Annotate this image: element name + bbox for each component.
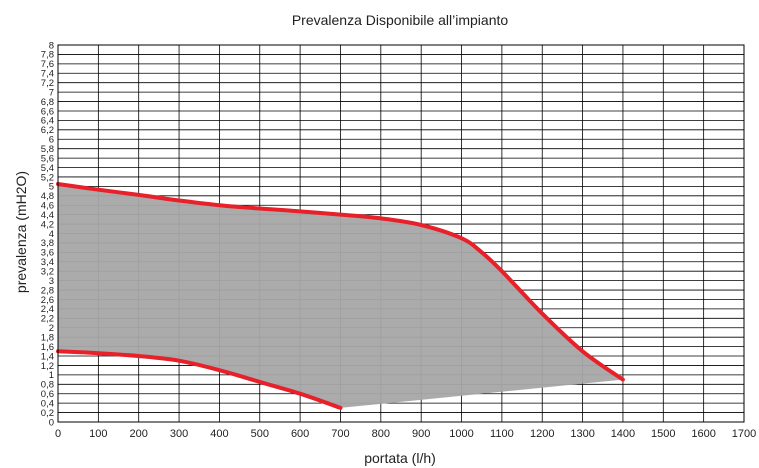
y-tick-label: 4,4 <box>41 210 54 221</box>
x-tick-label: 1200 <box>530 428 554 440</box>
y-tick-label: 4 <box>49 229 54 240</box>
x-tick-label: 300 <box>170 428 188 440</box>
y-tick-label: 5,2 <box>41 172 54 183</box>
y-tick-label: 4,2 <box>41 219 54 230</box>
y-tick-label: 3,8 <box>41 238 54 249</box>
max-curve-line <box>56 182 625 382</box>
y-tick-label: 0,6 <box>41 389 54 400</box>
y-tick-label: 1,4 <box>41 351 54 362</box>
y-tick-label: 5,4 <box>41 163 54 174</box>
x-tick-label: 1000 <box>449 428 473 440</box>
y-tick-labels: 00,20,40,60,811,21,41,61,822,22,42,62,83… <box>41 40 54 428</box>
min-curve-line <box>56 349 343 410</box>
y-tick-label: 7,2 <box>41 78 54 89</box>
y-tick-label: 6,8 <box>41 97 54 108</box>
y-tick-label: 0,4 <box>41 398 54 409</box>
x-tick-label: 1100 <box>490 428 514 440</box>
y-tick-label: 2,4 <box>41 304 54 315</box>
x-tick-label: 0 <box>55 428 61 440</box>
y-tick-label: 7,4 <box>41 69 54 80</box>
x-tick-label: 1400 <box>611 428 635 440</box>
x-tick-label: 800 <box>372 428 390 440</box>
y-tick-label: 3 <box>49 276 54 287</box>
x-tick-label: 900 <box>412 428 430 440</box>
x-tick-label: 400 <box>210 428 228 440</box>
y-tick-label: 1,8 <box>41 332 54 343</box>
y-tick-label: 6,4 <box>41 116 54 127</box>
y-tick-label: 2,2 <box>41 314 54 325</box>
x-axis-label: portata (l/h) <box>364 450 436 466</box>
x-tick-label: 1600 <box>691 428 715 440</box>
y-tick-label: 6,2 <box>41 125 54 136</box>
operating-area-fill <box>58 184 623 408</box>
y-tick-label: 3,6 <box>41 248 54 259</box>
y-tick-label: 3,4 <box>41 257 54 268</box>
chart-title: Prevalenza Disponibile all’impianto <box>292 12 509 28</box>
y-tick-label: 2 <box>49 323 54 334</box>
y-tick-label: 4,6 <box>41 201 54 212</box>
x-tick-label: 500 <box>251 428 269 440</box>
y-axis-label: prevalenza (mH2O) <box>13 171 29 293</box>
y-tick-label: 6,6 <box>41 106 54 117</box>
y-tick-label: 7,8 <box>41 50 54 61</box>
x-tick-label: 1300 <box>570 428 594 440</box>
y-tick-label: 6 <box>49 135 54 146</box>
y-tick-label: 8 <box>49 40 54 51</box>
y-tick-label: 0,2 <box>41 408 54 419</box>
x-tick-labels: 0 100 200 300 400 500 600 700 800 900 1000 1100 1200… <box>55 428 756 440</box>
x-tick-label: 1700 <box>732 428 756 440</box>
y-tick-label: 3,2 <box>41 267 54 278</box>
y-tick-label: 1,2 <box>41 361 54 372</box>
y-tick-label: 0,8 <box>41 380 54 391</box>
y-tick-label: 5 <box>49 182 54 193</box>
x-tick-label: 600 <box>291 428 309 440</box>
y-tick-label: 7,6 <box>41 59 54 70</box>
x-tick-label: 200 <box>130 428 148 440</box>
x-tick-label: 700 <box>331 428 349 440</box>
y-tick-label: 2,8 <box>41 285 54 296</box>
y-tick-label: 2,6 <box>41 295 54 306</box>
x-tick-label: 1500 <box>651 428 675 440</box>
y-tick-label: 1,6 <box>41 342 54 353</box>
plot-frame <box>57 44 745 423</box>
y-tick-label: 5,6 <box>41 153 54 164</box>
y-tick-label: 4,8 <box>41 191 54 202</box>
y-tick-label: 5,8 <box>41 144 54 155</box>
x-tick-label: 100 <box>89 428 107 440</box>
y-tick-label: 1 <box>49 370 54 381</box>
y-tick-label: 0 <box>49 417 54 428</box>
y-tick-label: 7 <box>49 87 54 98</box>
